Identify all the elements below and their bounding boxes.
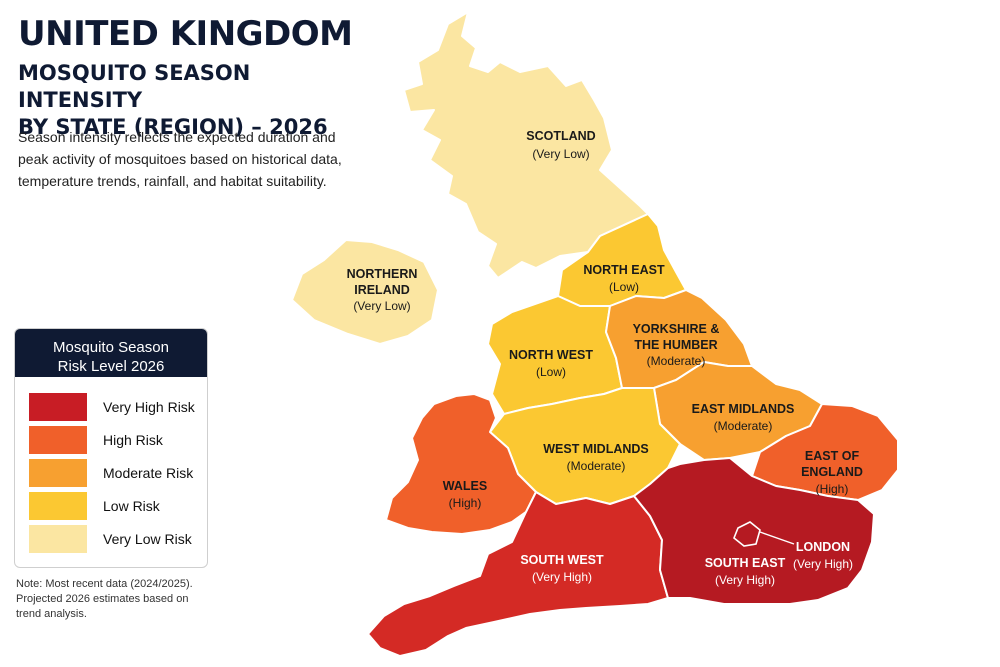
region-northern-ireland[interactable] [291, 239, 439, 345]
legend-item-high: High Risk [29, 426, 199, 454]
legend-label: Moderate Risk [103, 465, 194, 481]
level-yorkshire: (Moderate) [647, 354, 706, 368]
legend-swatch [29, 426, 87, 454]
legend-label: Very High Risk [103, 399, 195, 415]
title-block: UNITED KINGDOM MOSQUITO SEASON INTENSITY… [18, 14, 378, 141]
label-west-midlands: WEST MIDLANDS [543, 442, 649, 456]
label-london: LONDON [796, 540, 850, 554]
legend-title-line2: Risk Level 2026 [57, 358, 165, 375]
label-north-west: NORTH WEST [509, 348, 593, 362]
legend-title: Mosquito Season Risk Level 2026 [15, 329, 207, 377]
level-north-east: (Low) [609, 280, 639, 294]
level-east-of-england: (High) [816, 482, 849, 496]
level-northern-ireland: (Very Low) [353, 299, 410, 313]
label-northern-ireland-1: NORTHERN [347, 267, 418, 281]
legend-swatch [29, 492, 87, 520]
label-scotland: SCOTLAND [526, 129, 595, 143]
region-scotland[interactable] [403, 11, 649, 279]
legend-swatch [29, 525, 87, 553]
level-east-midlands: (Moderate) [714, 419, 773, 433]
level-london: (Very High) [793, 557, 853, 571]
london-marker[interactable] [733, 521, 795, 547]
label-east-of-england-1: EAST OF [805, 449, 860, 463]
london-leader-line [759, 531, 795, 545]
legend-item-very-high: Very High Risk [29, 393, 199, 421]
label-east-midlands: EAST MIDLANDS [692, 402, 795, 416]
legend-item-moderate: Moderate Risk [29, 459, 199, 487]
level-south-east: (Very High) [715, 573, 775, 587]
legend: Mosquito Season Risk Level 2026 Very Hig… [14, 328, 208, 568]
legend-item-low: Low Risk [29, 492, 199, 520]
region-wales[interactable] [385, 393, 537, 535]
legend-label: Low Risk [103, 498, 160, 514]
region-south-east[interactable] [633, 457, 875, 605]
level-scotland: (Very Low) [532, 147, 589, 161]
legend-swatch [29, 393, 87, 421]
map-subtitle-line1: MOSQUITO SEASON INTENSITY [18, 61, 251, 112]
label-south-east: SOUTH EAST [705, 556, 786, 570]
legend-label: High Risk [103, 432, 163, 448]
legend-label: Very Low Risk [103, 531, 192, 547]
label-yorkshire-1: YORKSHIRE & [633, 322, 720, 336]
level-wales: (High) [449, 496, 482, 510]
data-note: Note: Most recent data (2024/2025). Proj… [16, 578, 193, 620]
level-west-midlands: (Moderate) [567, 459, 626, 473]
label-east-of-england-2: ENGLAND [801, 465, 863, 479]
label-south-west: SOUTH WEST [520, 553, 604, 567]
label-northern-ireland-2: IRELAND [354, 283, 410, 297]
legend-item-very-low: Very Low Risk [29, 525, 199, 553]
map-title: UNITED KINGDOM [18, 14, 353, 54]
label-wales: WALES [443, 479, 487, 493]
level-south-west: (Very High) [532, 570, 592, 584]
legend-title-line1: Mosquito Season [53, 339, 169, 356]
label-yorkshire-2: THE HUMBER [634, 338, 717, 352]
map-description: Season intensity reflects the expected d… [18, 129, 342, 189]
level-north-west: (Low) [536, 365, 566, 379]
label-north-east: NORTH EAST [583, 263, 665, 277]
map-subtitle-line2: BY STATE (REGION) – 2026 [18, 115, 328, 139]
legend-swatch [29, 459, 87, 487]
